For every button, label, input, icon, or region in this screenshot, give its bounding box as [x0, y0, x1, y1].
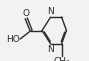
Text: N: N: [47, 7, 54, 16]
Text: HO: HO: [6, 35, 19, 44]
Text: N: N: [47, 45, 54, 54]
Text: O: O: [23, 9, 30, 18]
Text: CH₃: CH₃: [53, 57, 70, 61]
